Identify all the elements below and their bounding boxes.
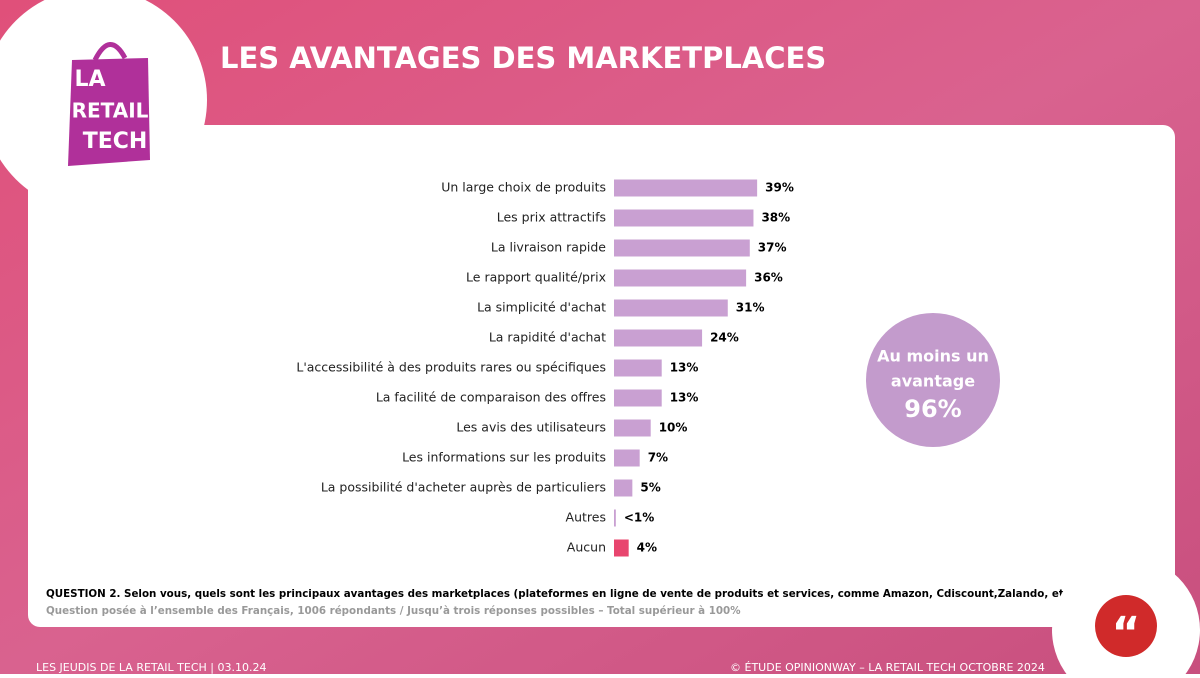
bar — [614, 539, 629, 557]
chart-title: LES AVANTAGES DES MARKETPLACES — [220, 41, 826, 75]
bar — [614, 509, 616, 527]
category-label: Un large choix de produits — [441, 180, 606, 195]
category-label: Aucun — [567, 540, 606, 555]
bar — [614, 389, 662, 407]
bar — [614, 209, 754, 227]
quote-icon — [1095, 595, 1157, 657]
value-label: 24% — [710, 331, 739, 345]
value-label: 13% — [670, 391, 699, 405]
footer-left: LES JEUDIS DE LA RETAIL TECH | 03.10.24 — [36, 661, 266, 674]
bar — [614, 359, 662, 377]
category-label: La simplicité d'achat — [477, 300, 606, 315]
bar — [614, 419, 651, 437]
bar — [614, 329, 703, 347]
category-label: Les avis des utilisateurs — [456, 420, 606, 435]
bar — [614, 479, 633, 497]
panel — [28, 125, 1175, 627]
callout-text: avantage — [891, 372, 975, 391]
value-label: 13% — [670, 361, 699, 375]
question: QUESTION 2. Selon vous, quels sont les p… — [46, 588, 1088, 600]
category-label: Le rapport qualité/prix — [466, 270, 606, 285]
bar — [614, 269, 747, 287]
value-label: <1% — [624, 511, 654, 525]
value-label: 4% — [637, 541, 657, 555]
bar — [614, 449, 640, 467]
value-label: 39% — [765, 181, 794, 195]
bar — [614, 299, 728, 317]
category-label: La livraison rapide — [491, 240, 606, 255]
value-label: 31% — [736, 301, 765, 315]
value-label: 10% — [659, 421, 688, 435]
logo-text: LA — [74, 67, 105, 92]
category-label: L'accessibilité à des produits rares ou … — [296, 360, 606, 375]
bar — [614, 179, 758, 197]
value-label: 7% — [648, 451, 668, 465]
value-label: 38% — [761, 211, 790, 225]
category-label: Les prix attractifs — [497, 210, 606, 225]
callout-text: Au moins un — [877, 347, 989, 366]
category-label: Les informations sur les produits — [402, 450, 606, 465]
callout-value: 96% — [904, 395, 961, 423]
category-label: La rapidité d'achat — [489, 330, 606, 345]
bar — [614, 239, 750, 257]
value-label: 37% — [758, 241, 787, 255]
note: Question posée à l’ensemble des Français… — [46, 605, 741, 617]
logo-text: RETAIL — [72, 99, 149, 123]
quote-mark: “ — [1112, 608, 1141, 659]
logo-bag — [68, 58, 150, 166]
category-label: La possibilité d'acheter auprès de parti… — [321, 480, 606, 495]
logo-handle — [92, 42, 128, 62]
category-label: La facilité de comparaison des offres — [376, 390, 606, 405]
callout-circle — [866, 313, 1000, 447]
value-label: 5% — [640, 481, 660, 495]
value-label: 36% — [754, 271, 783, 285]
logo-text: TECH — [83, 129, 148, 154]
category-label: Autres — [566, 510, 606, 525]
footer-right: © ÉTUDE OPINIONWAY – LA RETAIL TECH OCTO… — [730, 661, 1045, 674]
